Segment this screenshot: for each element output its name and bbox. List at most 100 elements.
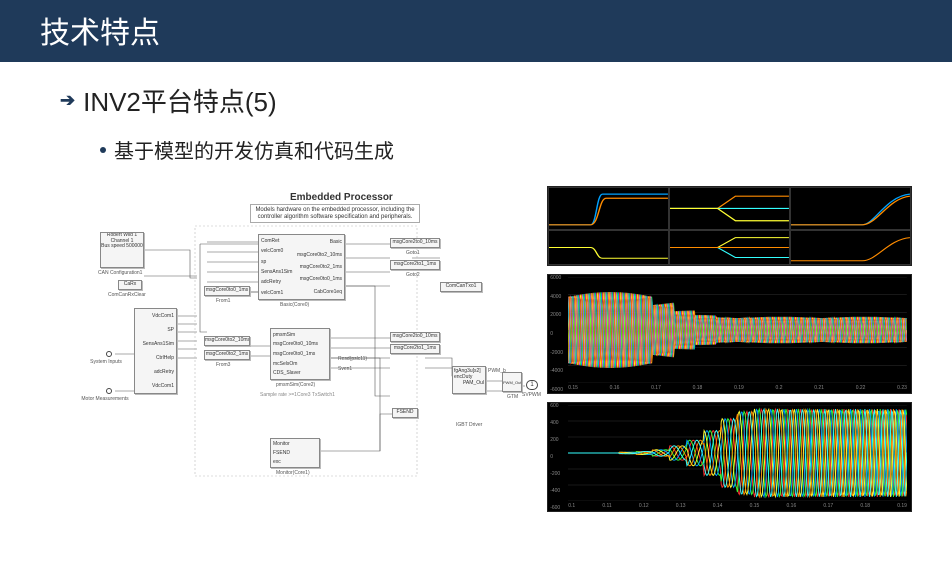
igbt-label: IGBT Driver [456,422,482,428]
scope-mid-xaxis: 0.150.160.170.180.190.20.210.220.23 [568,385,907,393]
tick-label: 0.23 [897,385,907,393]
lbl: pmsmSim [273,332,327,338]
scope-bot-xaxis: 0.10.110.120.130.140.150.160.170.180.19 [568,503,907,511]
mid-out-tag-0: msgCore2to0_10ms [390,332,440,342]
mid-in-below: From3 [216,362,230,368]
tick-label: 0.19 [897,503,907,511]
tick-label: 0.17 [651,385,661,393]
mux-rows: VdcCom1SPSensAns1SimCtrlHelpadcRetryVdcC… [135,309,174,393]
scope-bot: 6004002000-200-400-600 0.10.110.120.130.… [547,402,912,512]
subheading: 基于模型的开发仿真和代码生成 [114,135,394,164]
lbl: sp [261,259,297,265]
lbl: SensAns1Sim [135,341,174,347]
can-config-caption: CAN Configuration1 [98,270,142,276]
proc-in-below: From1 [216,298,230,304]
top-tag-1: msgCore2to1_1ms [390,260,440,270]
scope-top-cell [790,230,911,265]
tick-label: 0.13 [676,503,686,511]
scope-bot-plot [568,405,907,501]
tick-label: 4000 [550,294,568,300]
tick-label: -400 [550,488,568,494]
lbl: velcCom1 [261,290,297,296]
tick-label: 0.12 [639,503,649,511]
tick-label: 0.15 [568,385,578,393]
side-tag: ComCanTxo1 [440,282,482,292]
tick-label: 0 [550,454,568,460]
scope-top-cell [790,187,911,230]
mid-out-3: Sven1 [338,366,352,372]
scope-top-cell [669,187,790,230]
lbl: FSEND [273,450,317,456]
scope-mid-plot [568,277,907,383]
tick-label: 0.14 [713,503,723,511]
tick-label: 0.1 [568,503,575,511]
processor-block: ComRetvelcCom0spSensAns1SimadcRetryvelcC… [258,234,345,300]
tick-label: 0.21 [814,385,824,393]
heading-row: ➔ INV2平台特点(5) [60,82,912,119]
tick-label: 0.17 [823,503,833,511]
model-diagram: Embedded Processor Models hardware on th… [80,186,531,516]
scope-mid-yaxis: 6000400020000-2000-4000-6000 [550,275,568,393]
pwm-block: fgAng3u[s2] encDuty PAM_Oul [452,366,486,394]
motor-meas-label: Motor Measurements [80,396,130,402]
lbl: velcCom0 [261,248,297,254]
tick-label: -200 [550,471,568,477]
mid-caption: pmsmSim(Core2) [276,382,315,388]
port-system-inputs [106,351,112,357]
gtm-title: PWM_Out [503,380,521,385]
scope-top-cell [548,230,669,265]
port-motor-meas [106,388,112,394]
lbl: msgCore0to2_1ms [297,264,342,270]
gtm-caption: GTM [507,394,518,400]
lbl: VdcCom1 [135,383,174,389]
can-config-block: Robert Wild 1 Channel 1 Bus speed 500000 [100,232,144,268]
lbl: msgCore0to2_10ms [297,252,342,258]
lbl: mcSelsOm [273,361,327,367]
lbl: CtrlHelp [135,355,174,361]
lbl: CabCore1eq [297,289,342,295]
tick-label: 0.15 [750,503,760,511]
lbl: ComRet [261,238,297,244]
lbl: SP [135,327,174,333]
tick-label: 0 [550,331,568,337]
lbl: CDS_Slaver [273,370,327,376]
slide-title: 技术特点 [0,0,952,62]
slide-content: ➔ INV2平台特点(5) 基于模型的开发仿真和代码生成 Embedded Pr… [0,62,952,516]
tick-label: 200 [550,437,568,443]
system-inputs-label: System Inputs [86,359,126,365]
tick-label: 0.22 [856,385,866,393]
tick-label: 0.19 [734,385,744,393]
lbl: msgCore0to0_10ms [273,341,327,347]
mid-in-tag-1: msgCore0to2_1ms [204,350,250,360]
tick-label: -4000 [550,368,568,374]
monitor-caption: Monitor(Core1) [276,470,310,476]
scope-bot-yaxis: 6004002000-200-400-600 [550,403,568,511]
top-tag-0: msgCore2to0_10ms [390,238,440,248]
scope-top-cell [548,187,669,230]
fsend-tag: FSEND [392,408,418,418]
tick-label: -6000 [550,387,568,393]
lbl: Basic [297,239,342,245]
tick-label: 400 [550,420,568,426]
outport-label: SVPWM [522,392,541,398]
scope-mid: 6000400020000-2000-4000-6000 0.150.160.1… [547,274,912,394]
mid-in-tag-0: msgCore0to2_10ms [204,336,250,346]
tick-label: -600 [550,505,568,511]
lbl: exc [273,459,317,465]
scopes-column: 6000 4000 2000 0 -200 0 -4000 -6000 0.15 0.16 0.1… [547,186,912,516]
mid-out-2: Resd(pslc11) [338,356,367,362]
scope-top [547,186,912,266]
tick-label: 0.18 [693,385,703,393]
top-tag-0-below: Goto1 [406,250,420,256]
slide: 技术特点 ➔ INV2平台特点(5) 基于模型的开发仿真和代码生成 Embedd… [0,0,952,564]
mid-out-tag-1: msgCore2to1_1ms [390,344,440,354]
tick-label: 0.16 [610,385,620,393]
tick-label: 0.11 [602,503,611,511]
pwm-out: PAM_Oul [454,380,484,386]
lbl: SensAns1Sim [261,269,297,275]
tick-label: 2000 [550,312,568,318]
tick-label: 0.16 [787,503,797,511]
can-rx-block: CaRx [118,280,142,290]
tick-label: 6000 [550,275,568,281]
proc-in-tag: msgCore0to0_1ms [204,286,250,296]
